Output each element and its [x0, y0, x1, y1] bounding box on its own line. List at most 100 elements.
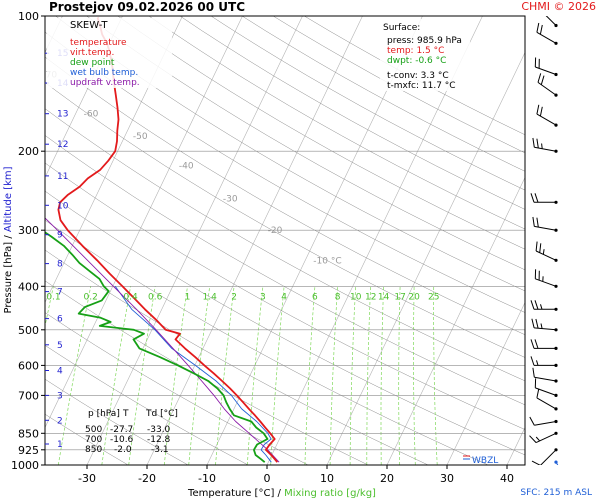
x-axis-label-temperature: Temperature [°C] [187, 488, 274, 499]
y-tick-label: 925 [18, 444, 39, 457]
surface-temp: temp: 1.5 °C [387, 46, 444, 56]
y-tick-label: 1000 [11, 459, 39, 472]
wind-barb [532, 319, 558, 332]
isotherm-label: -30 [223, 195, 238, 205]
wind-barb-flag [531, 193, 534, 202]
wind-barb-flag [530, 417, 535, 425]
wind-barb-staff [534, 377, 556, 381]
wind-barb-dot [554, 94, 557, 97]
wind-barb-dot [554, 364, 557, 367]
wind-barb [537, 105, 558, 127]
wind-barb-flag [540, 243, 541, 252]
y-tick-label: 200 [18, 145, 39, 158]
surface-info: Surface: press: 985.9 hPa temp: 1.5 °C d… [380, 19, 470, 91]
mixing-ratio-line [434, 286, 438, 465]
table-cell: -10.6 [110, 435, 134, 445]
altitude-tick-label: 5 [57, 341, 63, 351]
wind-barb-flag [530, 436, 537, 443]
wind-barb-flag [538, 73, 541, 82]
altitude-tick-label: 6 [57, 315, 63, 325]
y-tick-label: 500 [18, 324, 39, 337]
wind-barb [554, 461, 567, 489]
wind-barb [535, 269, 557, 288]
table-cell: -33.0 [147, 425, 171, 435]
mixing-ratio-label: 14 [378, 292, 390, 302]
wind-barb-flag [535, 300, 538, 309]
wind-barb [533, 138, 558, 153]
wind-barb [530, 432, 558, 443]
wind-barb-flag [532, 461, 540, 465]
y-tick-label: 300 [18, 224, 39, 237]
wind-barb-staff [536, 251, 556, 260]
altitude-tick-label: 10 [57, 201, 69, 211]
wind-barb-staff [534, 147, 556, 151]
mixing-ratio-label: 10 [350, 292, 362, 302]
table-cell: 700 [85, 435, 102, 445]
legend-item-wet-bulb: wet bulb temp. [70, 68, 138, 78]
wind-barb-staff [538, 82, 556, 95]
surface-dwpt: dwpt: -0.6 °C [387, 56, 446, 66]
y-axis-label-pressure: Pressure [hPa] [3, 242, 14, 314]
mixing-ratio-line [216, 286, 235, 465]
credit-link[interactable]: CHMI © 2026 [521, 0, 596, 13]
wind-barb-dot [554, 461, 557, 464]
legend-item-updraft: updraft v.temp. [70, 78, 140, 88]
wind-barb-staff [556, 462, 567, 481]
wind-barb-dot [554, 308, 557, 311]
x-axis-label: Temperature [°C] / Mixing ratio [g/kg] [187, 488, 376, 499]
surface-press: press: 985.9 hPa [387, 36, 462, 46]
wind-barb [531, 356, 558, 367]
y-tick-label: 600 [18, 359, 39, 372]
table-cell: -27.7 [110, 425, 133, 435]
sfc-altitude-label: SFC: 215 m ASL [520, 488, 592, 498]
wind-barb-flag [536, 319, 538, 328]
wind-barb [537, 23, 558, 45]
wind-barb-half-flag [536, 437, 540, 441]
mixing-ratio-line [414, 286, 416, 465]
wind-barb-dot [554, 24, 557, 27]
wind-barb-staff [537, 398, 556, 409]
altitude-tick-label: 9 [57, 231, 63, 241]
x-tick-label: -30 [78, 472, 96, 485]
wind-barb-flag [535, 339, 538, 348]
wind-barb-staff [540, 450, 556, 466]
surface-tmxfc: t-mxfc: 11.7 °C [387, 81, 456, 91]
wind-barb-flag [540, 107, 542, 116]
mixing-ratio-label: 2 [231, 292, 237, 302]
x-axis-label-mixing: Mixing ratio [g/kg] [284, 488, 376, 499]
wind-barb-flag [532, 319, 534, 328]
table-cell: -3.1 [151, 445, 169, 455]
wind-barb-dot [554, 285, 557, 288]
wind-barb-flag [531, 300, 534, 309]
isotherm-line [507, 16, 600, 465]
wind-barb [531, 339, 558, 350]
wind-barb-flag [537, 23, 539, 32]
x-tick-label: -20 [138, 472, 156, 485]
legend-item-temperature: temperature [70, 38, 127, 48]
altitude-tick-label: 12 [57, 140, 68, 150]
isotherm-label: -60 [84, 110, 99, 120]
wind-barb-dot [554, 420, 557, 423]
y-axis-label-altitude: Altitude [km] [3, 166, 14, 232]
mixing-ratio-label: 20 [408, 292, 420, 302]
wind-barb-dot [554, 73, 557, 76]
x-axis-label-separator: / [274, 488, 284, 499]
mixing-ratio-label: 17 [394, 292, 405, 302]
x-tick-label: 10 [320, 472, 334, 485]
wind-barb-flag [537, 139, 538, 148]
wind-barb-staff [535, 279, 556, 287]
wind-barb-dot [554, 407, 557, 410]
wind-barb-flag [531, 339, 534, 348]
surface-title: Surface: [383, 23, 420, 33]
altitude-tick-label: 4 [57, 367, 63, 377]
wind-barb-dot [554, 229, 557, 232]
wind-barb-staff [534, 226, 556, 230]
wind-barb-flag [537, 105, 539, 114]
wind-barb [533, 368, 558, 383]
wind-barb-half-flag [537, 360, 539, 365]
mixing-ratio-line [271, 286, 284, 465]
table-header-td: Td [°C] [145, 409, 178, 419]
legend-item-dew-point: dew point [70, 58, 115, 68]
x-tick-label: 40 [500, 472, 514, 485]
